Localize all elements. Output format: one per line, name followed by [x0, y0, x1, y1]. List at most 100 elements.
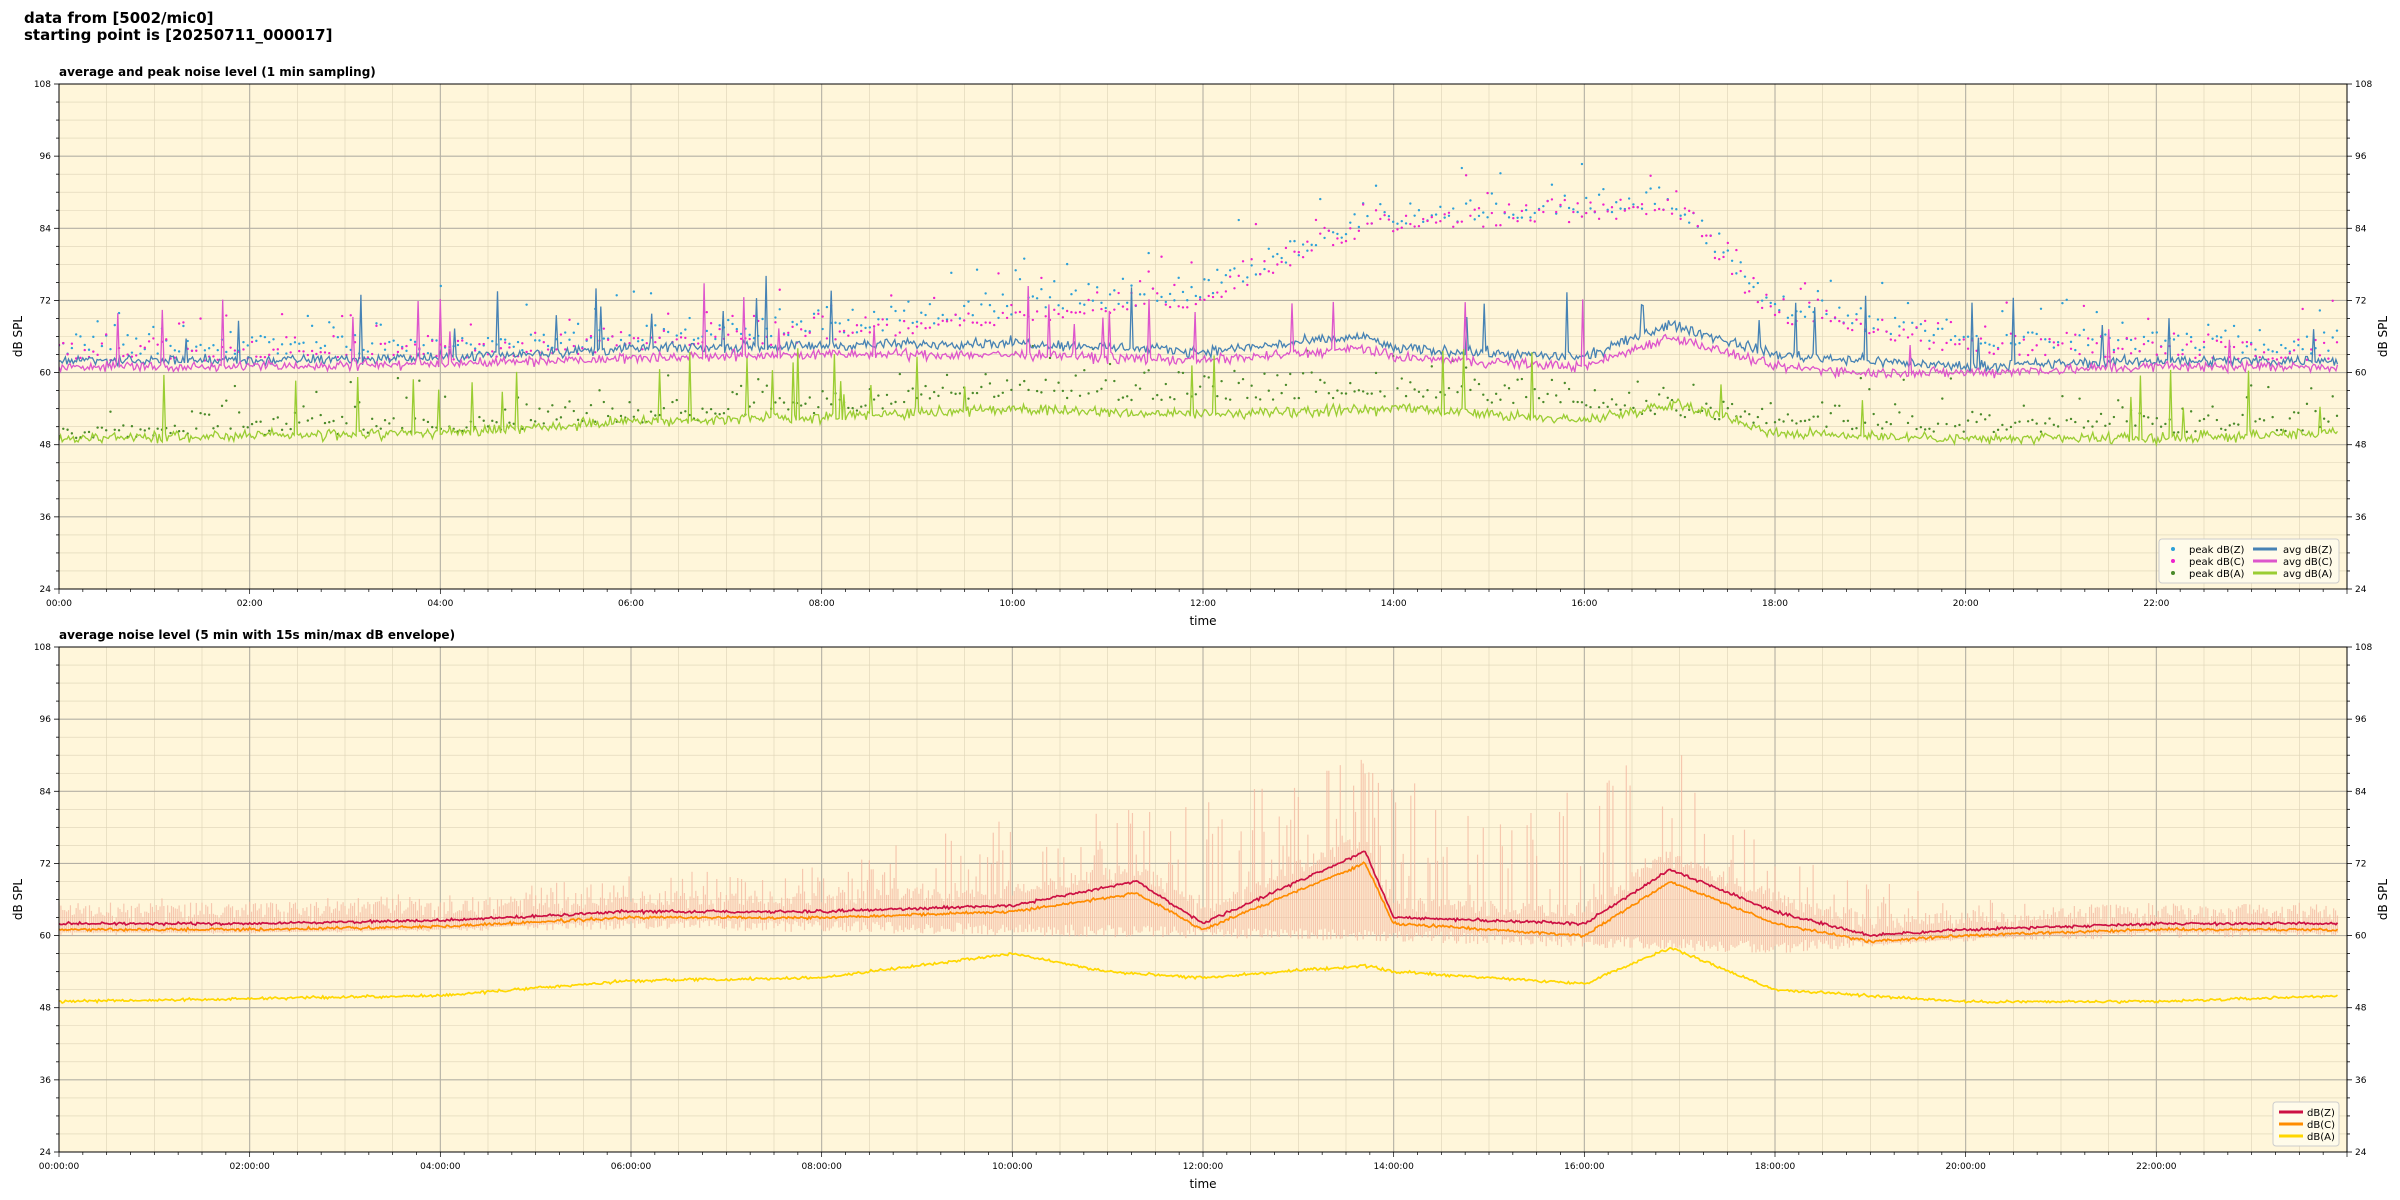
- peak-point: [1567, 387, 1571, 391]
- peak-point: [1143, 293, 1146, 296]
- peak-point: [1649, 187, 1652, 190]
- peak-point: [928, 397, 932, 400]
- peak-point: [2061, 394, 2064, 398]
- peak-point: [431, 339, 434, 343]
- peak-point: [748, 337, 751, 341]
- peak-point: [1001, 391, 1004, 395]
- peak-point: [1065, 309, 1069, 313]
- peak-point: [1417, 209, 1421, 212]
- peak-point: [1263, 260, 1266, 263]
- peak-point: [2172, 338, 2176, 341]
- peak-point: [688, 316, 691, 320]
- peak-point: [594, 420, 597, 423]
- peak-point: [1722, 255, 1725, 259]
- peak-point: [1177, 276, 1180, 280]
- peak-point: [568, 318, 571, 322]
- peak-point: [1023, 379, 1026, 383]
- peak-point: [465, 426, 468, 429]
- y-tick-label-left: 48: [40, 441, 52, 451]
- peak-point: [242, 425, 245, 428]
- peak-point: [152, 325, 155, 329]
- peak-point: [1005, 316, 1009, 320]
- peak-point: [666, 374, 670, 377]
- peak-point: [817, 309, 820, 312]
- peak-point: [1340, 236, 1343, 239]
- y-tick-label-right: 72: [2355, 296, 2366, 306]
- peak-point: [533, 339, 537, 342]
- peak-point: [1610, 206, 1614, 209]
- peak-point: [1615, 217, 1618, 220]
- peak-point: [799, 404, 803, 407]
- peak-point: [336, 355, 340, 359]
- peak-point: [486, 336, 490, 340]
- peak-point: [2155, 331, 2159, 334]
- peak-point: [568, 338, 571, 341]
- peak-point: [576, 322, 580, 326]
- peak-point: [1756, 281, 1760, 285]
- peak-point: [1040, 391, 1043, 394]
- peak-point: [1280, 260, 1283, 264]
- peak-point: [1494, 392, 1498, 396]
- peak-point: [1911, 321, 1914, 325]
- peak-point: [546, 344, 550, 348]
- peak-point: [2232, 345, 2236, 349]
- peak-point: [932, 390, 936, 394]
- peak-point: [1374, 209, 1378, 212]
- peak-point: [718, 413, 721, 416]
- peak-point: [1289, 240, 1292, 243]
- peak-point: [898, 319, 902, 322]
- peak-point: [375, 322, 378, 325]
- peak-point: [962, 319, 966, 322]
- peak-point: [1010, 313, 1013, 316]
- peak-point: [1653, 412, 1657, 416]
- peak-point: [268, 353, 271, 357]
- peak-point: [413, 340, 417, 344]
- peak-point: [491, 419, 494, 423]
- legend-label: dB(Z): [2307, 1108, 2335, 1119]
- peak-point: [1263, 267, 1266, 271]
- peak-point: [2198, 419, 2201, 423]
- peak-point: [272, 348, 275, 351]
- peak-point: [1572, 210, 1575, 214]
- peak-point: [1267, 389, 1270, 392]
- peak-point: [1576, 400, 1579, 404]
- peak-point: [1688, 209, 1691, 213]
- peak-point: [113, 428, 116, 431]
- peak-point: [1683, 213, 1687, 216]
- peak-point: [1284, 383, 1288, 387]
- peak-point: [1211, 291, 1215, 295]
- peak-point: [1190, 261, 1193, 264]
- peak-point: [310, 349, 314, 353]
- peak-point: [984, 292, 987, 295]
- peak-point: [705, 329, 708, 333]
- peak-point: [950, 319, 953, 322]
- peak-point: [675, 338, 678, 341]
- peak-point: [1675, 190, 1678, 193]
- peak-point: [259, 420, 262, 423]
- peak-point: [1366, 392, 1369, 395]
- peak-point: [1803, 419, 1807, 423]
- peak-point: [1653, 202, 1657, 206]
- peak-point: [83, 348, 86, 352]
- peak-point: [658, 413, 661, 417]
- peak-point: [340, 335, 344, 338]
- peak-point: [1370, 392, 1373, 395]
- peak-point: [2112, 348, 2116, 352]
- peak-point: [1228, 275, 1232, 278]
- peak-point: [1417, 390, 1421, 394]
- peak-point: [731, 390, 734, 394]
- peak-point: [525, 303, 528, 306]
- peak-point: [340, 415, 344, 419]
- peak-point: [332, 326, 335, 329]
- peak-point: [1580, 162, 1584, 166]
- peak-point: [525, 350, 528, 354]
- x-tick-label: 08:00: [809, 599, 835, 609]
- peak-point: [1233, 287, 1236, 290]
- peak-point: [1168, 305, 1172, 309]
- peak-point: [2091, 425, 2094, 428]
- peak-point: [1117, 398, 1120, 401]
- peak-point: [1383, 213, 1386, 217]
- x-tick-label: 20:00:00: [1945, 1162, 1986, 1172]
- peak-point: [2147, 317, 2150, 321]
